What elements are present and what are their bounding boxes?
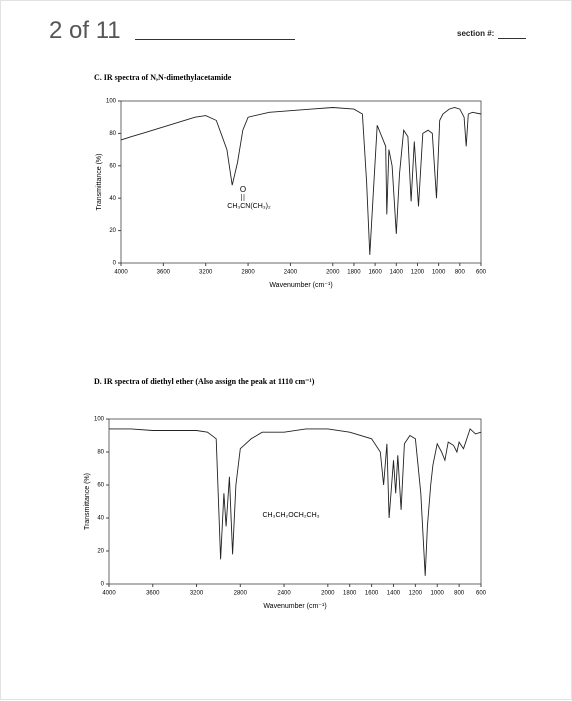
x-tick-label: 1200 — [409, 591, 423, 597]
y-tick-label: 100 — [94, 417, 105, 423]
y-tick-label: 20 — [97, 549, 104, 555]
name-line — [135, 39, 295, 40]
y-tick-label: 100 — [106, 99, 117, 105]
y-tick-label: 60 — [109, 163, 116, 169]
section-label: section #: — [457, 29, 495, 38]
y-axis-label: Transmittance (%) — [84, 473, 91, 530]
x-tick-label: 2400 — [284, 270, 298, 276]
x-tick-label: 1000 — [431, 591, 445, 597]
x-tick-label: 2800 — [241, 270, 255, 276]
x-tick-label: 1800 — [347, 270, 361, 276]
structure-annotation: CH₃CH₂OCH₂CH₃ — [262, 512, 319, 519]
spectrum-line — [120, 107, 482, 255]
y-tick-label: 60 — [97, 483, 104, 489]
y-tick-label: 80 — [109, 131, 116, 137]
x-axis-label: Wavenumber (cm⁻¹) — [269, 282, 332, 289]
chart-title: C. IR spectra of N,N-dimethylacetamide — [94, 73, 232, 82]
x-tick-label: 600 — [476, 591, 487, 597]
spectrum-line — [109, 428, 482, 576]
y-tick-label: 80 — [97, 450, 104, 456]
y-tick-label: 0 — [101, 582, 105, 588]
y-tick-label: 0 — [113, 261, 117, 267]
annotation-carbonyl-o: O — [240, 185, 246, 194]
section-line — [498, 38, 526, 39]
plot-frame — [120, 100, 482, 264]
x-tick-label: 3200 — [199, 270, 213, 276]
x-tick-label: 2800 — [234, 591, 248, 597]
chart-title: D. IR spectra of diethyl ether (Also ass… — [94, 377, 315, 386]
x-tick-label: 1200 — [411, 270, 425, 276]
x-tick-label: 4000 — [102, 591, 116, 597]
x-tick-label: 2400 — [277, 591, 291, 597]
x-tick-label: 3600 — [157, 270, 171, 276]
x-tick-label: 1600 — [368, 270, 382, 276]
x-tick-label: 800 — [454, 591, 465, 597]
page-number: 2 of 11 — [49, 17, 121, 44]
structure-annotation: CH₃CN(CH₃)₂ — [227, 203, 271, 210]
x-tick-label: 1400 — [387, 591, 401, 597]
y-tick-label: 40 — [97, 516, 104, 522]
x-tick-label: 3200 — [190, 591, 204, 597]
x-tick-label: 1400 — [390, 270, 404, 276]
y-tick-label: 20 — [109, 228, 116, 234]
x-axis-label: Wavenumber (cm⁻¹) — [263, 603, 326, 610]
x-tick-label: 1600 — [365, 591, 379, 597]
x-tick-label: 1000 — [432, 270, 446, 276]
y-axis-label: Transmittance (%) — [96, 154, 103, 211]
x-tick-label: 3600 — [146, 591, 160, 597]
x-tick-label: 2000 — [321, 591, 335, 597]
y-tick-label: 40 — [109, 196, 116, 202]
x-tick-label: 600 — [476, 270, 487, 276]
x-tick-label: 4000 — [114, 270, 128, 276]
x-tick-label: 1800 — [343, 591, 357, 597]
plot-frame — [108, 418, 482, 585]
x-tick-label: 2000 — [326, 270, 340, 276]
x-tick-label: 800 — [455, 270, 466, 276]
